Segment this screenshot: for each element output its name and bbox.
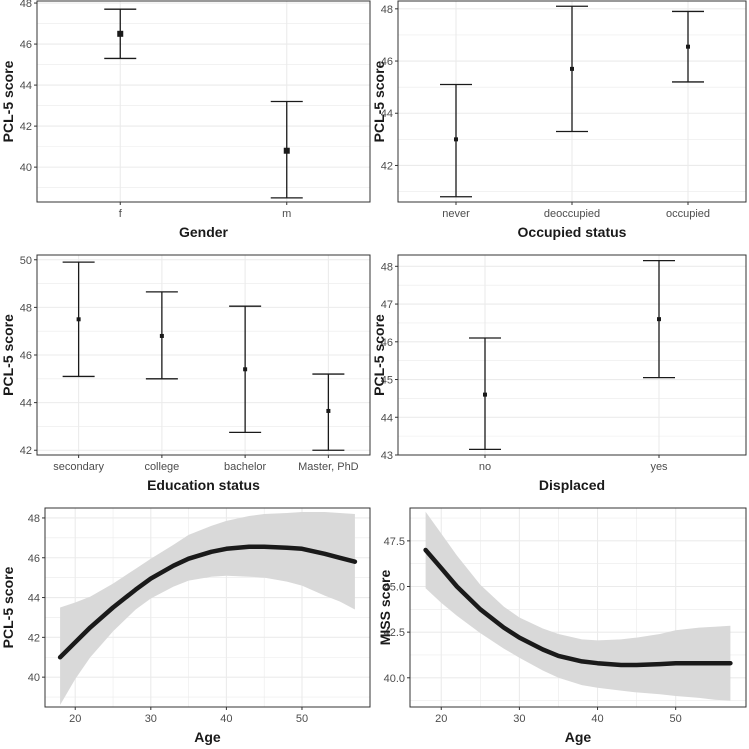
y-tick-label: 42 <box>381 160 393 172</box>
x-tick-label: 30 <box>513 713 525 725</box>
mean-point <box>483 392 487 397</box>
errorbar-yes <box>643 260 675 379</box>
x-tick-label: secondary <box>53 461 104 473</box>
x-tick-label: 50 <box>296 713 308 725</box>
y-tick-label: 46 <box>381 56 393 68</box>
y-tick-label: 47 <box>381 299 393 311</box>
errorbar-secondary <box>62 261 95 378</box>
y-axis-title: PCL-5 score <box>0 566 16 648</box>
mean-point <box>454 137 458 142</box>
y-tick-label: 48 <box>20 302 32 314</box>
panel-border <box>409 507 747 708</box>
y-tick-label: 42.5 <box>384 627 405 639</box>
mean-point <box>570 66 574 71</box>
x-tick-label: 30 <box>145 713 157 725</box>
x-axis-title: Gender <box>179 224 229 240</box>
confidence-ribbon <box>425 511 731 701</box>
panel-border <box>36 0 371 203</box>
x-tick-label: 20 <box>435 713 447 725</box>
y-tick-label: 44 <box>28 593 40 605</box>
y-tick-label: 40 <box>28 672 40 684</box>
x-axis-title: Displaced <box>539 477 605 493</box>
errorbar-college <box>145 291 178 380</box>
errorbar-no <box>469 337 501 450</box>
x-tick-label: f <box>119 208 123 220</box>
panel-occupied: 42 44 46 48 never deoccupied occupied Occupied … <box>371 0 747 240</box>
panel-age-miss: 40.0 42.5 45.0 47.5 20 30 40 50 Age MISS score <box>377 507 747 745</box>
mean-point <box>686 44 690 49</box>
y-tick-label: 46 <box>381 337 393 349</box>
y-tick-label: 40.0 <box>384 673 405 685</box>
panel-displaced: 43 44 45 46 47 48 no yes Displaced PCL-5 score <box>371 254 747 493</box>
y-axis-title: MISS score <box>377 570 393 646</box>
x-axis-title: Age <box>194 729 221 745</box>
y-tick-label: 44 <box>381 108 393 120</box>
confidence-ribbon <box>60 512 355 705</box>
errorbar-never <box>440 83 472 198</box>
panel-background <box>398 255 746 455</box>
y-tick-label: 48 <box>381 261 393 273</box>
y-tick-label: 43 <box>381 450 393 462</box>
y-axis-title: PCL-5 score <box>0 60 16 142</box>
x-tick-label: 20 <box>69 713 81 725</box>
mean-point <box>159 333 164 338</box>
y-tick-label: 46 <box>20 350 32 362</box>
y-tick-label: 45 <box>381 375 393 387</box>
x-tick-label: no <box>479 461 491 473</box>
y-tick-label: 42 <box>20 121 32 133</box>
panel-age-pcl: 40 42 44 46 48 20 30 40 50 Age PCL-5 score <box>0 507 371 745</box>
errorbar-m <box>270 100 303 199</box>
y-tick-label: 46 <box>28 553 40 565</box>
x-axis-title: Occupied status <box>518 224 627 240</box>
x-tick-label: bachelor <box>224 461 267 473</box>
x-tick-label: college <box>144 461 179 473</box>
y-tick-label: 50 <box>20 255 32 267</box>
panel-border <box>397 254 747 456</box>
x-tick-label: 40 <box>591 713 603 725</box>
errorbar-f <box>104 8 137 60</box>
y-tick-label: 42 <box>20 445 32 457</box>
y-tick-label: 48 <box>20 0 32 10</box>
y-tick-label: 40 <box>20 162 32 174</box>
mean-point <box>243 367 248 372</box>
y-tick-label: 48 <box>381 4 393 16</box>
panel-gender: 40 42 44 46 48 f m Gender PCL-5 score <box>0 0 371 240</box>
y-tick-label: 48 <box>28 513 40 525</box>
y-tick-label: 47.5 <box>384 536 405 548</box>
y-tick-label: 45.0 <box>384 582 405 594</box>
y-tick-label: 46 <box>20 39 32 51</box>
y-axis-title: PCL-5 score <box>371 314 387 396</box>
y-tick-label: 44 <box>20 80 32 92</box>
mean-point <box>326 408 331 413</box>
panel-border <box>44 507 371 708</box>
x-axis-title: Education status <box>147 477 260 493</box>
y-tick-label: 42 <box>28 632 40 644</box>
x-tick-label: occupied <box>666 208 710 220</box>
x-tick-label: deoccupied <box>544 208 600 220</box>
fit-line <box>423 547 733 668</box>
x-tick-label: never <box>442 208 470 220</box>
x-tick-label: Master, PhD <box>298 461 359 473</box>
x-tick-label: 50 <box>670 713 682 725</box>
errorbar-occupied <box>672 10 704 83</box>
panel-education: 42 44 46 48 50 secondary college bachelor Master… <box>0 254 371 493</box>
errorbar-deoccupied <box>556 5 588 133</box>
y-tick-label: 44 <box>20 398 32 410</box>
x-tick-label: m <box>282 208 291 220</box>
mean-point <box>283 147 290 154</box>
y-tick-label: 44 <box>381 412 393 424</box>
mean-point <box>657 317 661 322</box>
y-axis-title: PCL-5 score <box>0 314 16 396</box>
mean-point <box>117 30 124 37</box>
y-axis-title: PCL-5 score <box>371 60 387 142</box>
errorbar-master-phd <box>312 373 345 451</box>
x-tick-label: 40 <box>220 713 232 725</box>
mean-point <box>76 317 81 322</box>
x-axis-title: Age <box>565 729 592 745</box>
fit-line <box>57 544 358 660</box>
x-tick-label: yes <box>650 461 668 473</box>
errorbar-bachelor <box>229 305 262 434</box>
panel-background <box>37 1 370 202</box>
